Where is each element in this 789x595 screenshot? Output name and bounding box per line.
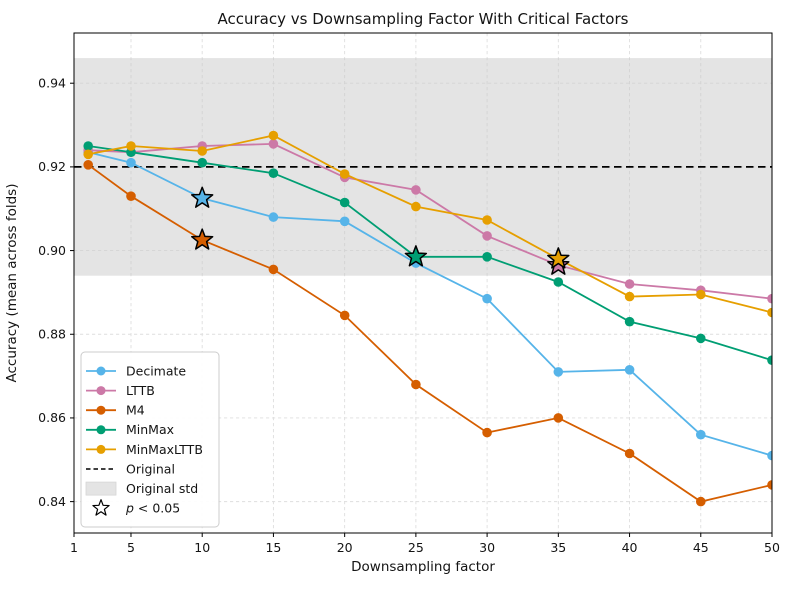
legend-label: MinMax bbox=[126, 422, 174, 437]
data-point bbox=[197, 157, 207, 168]
data-point bbox=[482, 231, 492, 241]
data-point bbox=[339, 216, 350, 227]
data-point bbox=[696, 429, 706, 440]
legend-item-minmaxlttb: MinMaxLTTB bbox=[86, 442, 203, 457]
x-tick-label: 15 bbox=[265, 540, 281, 555]
data-point bbox=[767, 355, 772, 365]
data-point bbox=[83, 141, 93, 151]
data-point bbox=[767, 293, 772, 304]
legend-marker-icon bbox=[96, 386, 106, 396]
legend: Decimate LTTB M4 MinMax MinMaxLTTB Original Or… bbox=[80, 351, 220, 528]
data-point bbox=[126, 191, 136, 201]
significance-star-minmaxlttb bbox=[547, 247, 570, 269]
data-point bbox=[767, 307, 772, 318]
x-tick-label: 45 bbox=[693, 540, 709, 555]
series-layer bbox=[83, 130, 772, 507]
data-point bbox=[339, 169, 350, 179]
star-icon bbox=[92, 499, 110, 516]
data-point bbox=[624, 365, 635, 375]
data-point bbox=[624, 316, 635, 327]
data-point bbox=[696, 496, 706, 507]
data-point bbox=[767, 450, 772, 461]
legend-item-original-std: Original std bbox=[85, 481, 198, 496]
data-point bbox=[553, 367, 564, 377]
x-axis-label: Downsampling factor bbox=[351, 559, 495, 575]
data-point bbox=[411, 185, 421, 195]
y-tick-label: 0.86 bbox=[38, 410, 66, 425]
data-point bbox=[197, 146, 207, 156]
significance-stars bbox=[190, 186, 570, 275]
data-point bbox=[126, 157, 136, 168]
data-point bbox=[482, 215, 492, 225]
data-point bbox=[268, 212, 279, 222]
legend-marker-icon bbox=[96, 425, 106, 435]
significance-star-m4 bbox=[190, 228, 214, 250]
legend-item-decimate: Decimate bbox=[86, 363, 186, 378]
chart-layers: 1 5 10 15 20 25 30 35 40 45 500.840.860.880.900.92… bbox=[38, 32, 780, 555]
x-tick-label: 50 bbox=[764, 540, 780, 555]
x-tick-label: 25 bbox=[408, 540, 424, 555]
data-point bbox=[339, 197, 350, 208]
data-point bbox=[83, 160, 93, 170]
data-point bbox=[482, 251, 492, 262]
data-point bbox=[268, 130, 279, 141]
data-point bbox=[126, 141, 136, 151]
y-tick-label: 0.90 bbox=[38, 243, 66, 258]
x-tick-label: 30 bbox=[479, 540, 495, 555]
legend-marker-icon bbox=[96, 405, 106, 415]
data-point bbox=[624, 291, 635, 302]
series-m4 bbox=[83, 160, 772, 507]
data-point bbox=[411, 201, 421, 212]
legend-label: p < 0.05 bbox=[125, 501, 180, 516]
axes: 1 5 10 15 20 25 30 35 40 45 500.840.860.880.900.92… bbox=[38, 32, 780, 555]
data-point bbox=[767, 480, 772, 490]
legend-item-p-0-05: p < 0.05 bbox=[92, 499, 180, 516]
y-tick-label: 0.94 bbox=[38, 76, 66, 91]
y-tick-label: 0.84 bbox=[38, 494, 66, 509]
data-point bbox=[268, 139, 279, 149]
chart-title: Accuracy vs Downsampling Factor With Cri… bbox=[218, 10, 629, 28]
x-tick-label: 5 bbox=[127, 540, 135, 555]
x-tick-label: 40 bbox=[622, 540, 638, 555]
band-patch-icon bbox=[85, 481, 117, 496]
data-point bbox=[624, 448, 635, 459]
legend-label: Original std bbox=[126, 481, 198, 496]
legend-item-minmax: MinMax bbox=[86, 422, 174, 437]
legend-label: M4 bbox=[126, 403, 145, 418]
x-tick-label: 20 bbox=[337, 540, 353, 555]
data-point bbox=[553, 413, 564, 423]
legend-item-m4: M4 bbox=[86, 403, 145, 418]
y-tick-label: 0.92 bbox=[38, 159, 66, 174]
legend-marker-icon bbox=[96, 366, 106, 376]
legend-marker-icon bbox=[96, 444, 106, 454]
data-point bbox=[624, 279, 635, 289]
x-tick-label: 10 bbox=[194, 540, 210, 555]
legend-item-original: Original bbox=[86, 461, 175, 476]
data-point bbox=[411, 379, 421, 390]
legend-label: LTTB bbox=[126, 383, 155, 398]
data-point bbox=[696, 333, 706, 344]
data-point bbox=[696, 289, 706, 300]
significance-star-decimate bbox=[190, 186, 214, 208]
legend-item-lttb: LTTB bbox=[86, 383, 155, 398]
x-tick-label: 35 bbox=[550, 540, 566, 555]
data-point bbox=[482, 293, 492, 304]
legend-label: MinMaxLTTB bbox=[126, 442, 203, 457]
legend-label: Original bbox=[126, 461, 175, 476]
significance-star-minmax bbox=[404, 245, 428, 267]
data-point bbox=[553, 277, 564, 287]
data-point bbox=[268, 264, 279, 275]
x-tick-label: 1 bbox=[70, 540, 78, 555]
y-tick-label: 0.88 bbox=[38, 327, 66, 342]
data-point bbox=[83, 149, 93, 160]
y-axis-label: Accuracy (mean across folds) bbox=[4, 184, 20, 383]
legend-label: Decimate bbox=[126, 363, 186, 378]
data-point bbox=[482, 427, 492, 438]
data-point bbox=[339, 310, 350, 321]
data-point bbox=[268, 168, 279, 178]
